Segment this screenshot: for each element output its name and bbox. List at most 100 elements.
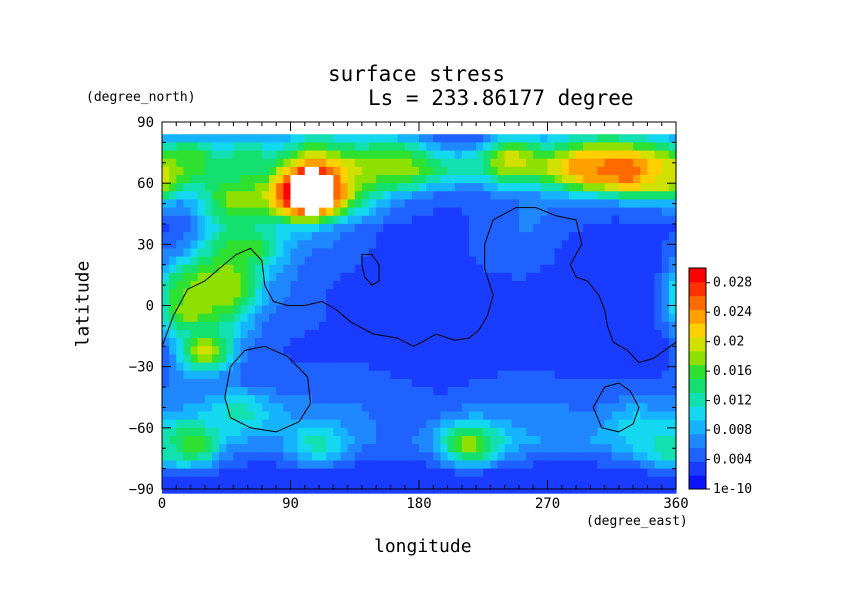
heatmap-cell [468, 248, 477, 258]
heatmap-cell [561, 346, 570, 356]
heatmap-cell [647, 378, 656, 388]
heatmap-cell [511, 321, 520, 331]
heatmap-cell [468, 452, 477, 462]
heatmap-cell [518, 468, 527, 478]
heatmap-cell [383, 362, 392, 372]
heatmap-cell [261, 134, 270, 143]
heatmap-cell [290, 175, 299, 184]
heatmap-cell [561, 207, 570, 217]
heatmap-cell [261, 362, 270, 372]
heatmap-cell [511, 150, 520, 160]
heatmap-cell [483, 378, 491, 388]
heatmap-cell [533, 199, 541, 209]
heatmap-cell [618, 468, 627, 478]
heatmap-cell [597, 166, 606, 176]
heatmap-cell [290, 191, 299, 201]
heatmap-cell [640, 370, 649, 380]
heatmap-cell [397, 215, 406, 225]
heatmap-cell [433, 166, 442, 176]
heatmap-cell [276, 329, 284, 339]
heatmap-cell [340, 378, 349, 388]
heatmap-cell [447, 256, 456, 266]
heatmap-cell [661, 321, 670, 331]
heatmap-cell [597, 256, 606, 266]
heatmap-cell [326, 215, 334, 225]
heatmap-cell [183, 297, 192, 307]
heatmap-cell [611, 476, 620, 486]
heatmap-cell [361, 150, 370, 160]
heatmap-cell [354, 411, 363, 421]
heatmap-cell [661, 354, 670, 364]
heatmap-cell [169, 281, 177, 290]
heatmap-cell [190, 199, 199, 209]
heatmap-cell [547, 134, 556, 143]
heatmap-cell [433, 411, 442, 421]
heatmap-cell [247, 435, 256, 445]
heatmap-cell [568, 468, 577, 478]
heatmap-cell [397, 183, 406, 192]
heatmap-cell [197, 134, 206, 143]
heatmap-cell [640, 362, 649, 372]
heatmap-cell [447, 191, 456, 201]
heatmap-cell [326, 387, 334, 396]
heatmap-cell [568, 452, 577, 462]
heatmap-cell [254, 411, 263, 421]
heatmap-cell [483, 215, 491, 225]
heatmap-cell [590, 289, 599, 298]
heatmap-cell [247, 354, 256, 364]
heatmap-cell [611, 378, 620, 388]
heatmap-cell [554, 468, 563, 478]
heatmap-cell [233, 289, 242, 298]
heatmap-cell [633, 387, 641, 396]
heatmap-cell [483, 207, 491, 217]
heatmap-cell [604, 387, 613, 396]
heatmap-cell [290, 370, 299, 380]
x-tick-label: 90 [282, 496, 299, 512]
heatmap-cell [376, 452, 384, 462]
heatmap-cell [626, 305, 634, 315]
heatmap-cell [490, 452, 499, 462]
heatmap-cell [626, 272, 634, 282]
heatmap-cell [518, 272, 527, 282]
heatmap-cell [526, 354, 534, 364]
heatmap-cell [204, 281, 213, 290]
heatmap-cell [640, 313, 649, 323]
heatmap-cell [176, 419, 185, 429]
heatmap-cell [226, 256, 234, 266]
heatmap-cell [240, 444, 249, 453]
heatmap-cell [540, 362, 549, 372]
heatmap-cell [190, 297, 199, 307]
heatmap-cell [468, 338, 477, 347]
heatmap-cell [590, 419, 599, 429]
heatmap-cell [654, 378, 663, 388]
heatmap-cell [490, 142, 499, 152]
heatmap-cell [597, 395, 606, 404]
heatmap-cell [476, 435, 484, 445]
heatmap-cell [511, 158, 520, 168]
heatmap-cell [468, 370, 477, 380]
heatmap-cell [468, 427, 477, 437]
heatmap-cell [511, 329, 520, 339]
heatmap-cell [326, 427, 334, 437]
heatmap-cell [504, 191, 513, 201]
colorbar-segment [689, 295, 706, 310]
heatmap-cell [333, 346, 342, 356]
heatmap-cell [276, 305, 284, 315]
heatmap-cell [240, 166, 249, 176]
heatmap-cell [319, 183, 327, 192]
heatmap-cell [647, 264, 656, 274]
heatmap-cell [261, 460, 270, 470]
heatmap-cell [419, 272, 427, 282]
heatmap-cell [554, 476, 563, 486]
heatmap-cell [590, 150, 599, 160]
heatmap-cell [640, 183, 649, 192]
heatmap-cell [461, 232, 470, 241]
heatmap-cell [547, 387, 556, 396]
heatmap-cell [354, 476, 363, 486]
heatmap-cell [640, 240, 649, 250]
heatmap-cell [204, 338, 213, 347]
heatmap-cell [561, 378, 570, 388]
heatmap-cell [454, 134, 463, 143]
heatmap-cell [526, 166, 534, 176]
heatmap-cell [526, 387, 534, 396]
